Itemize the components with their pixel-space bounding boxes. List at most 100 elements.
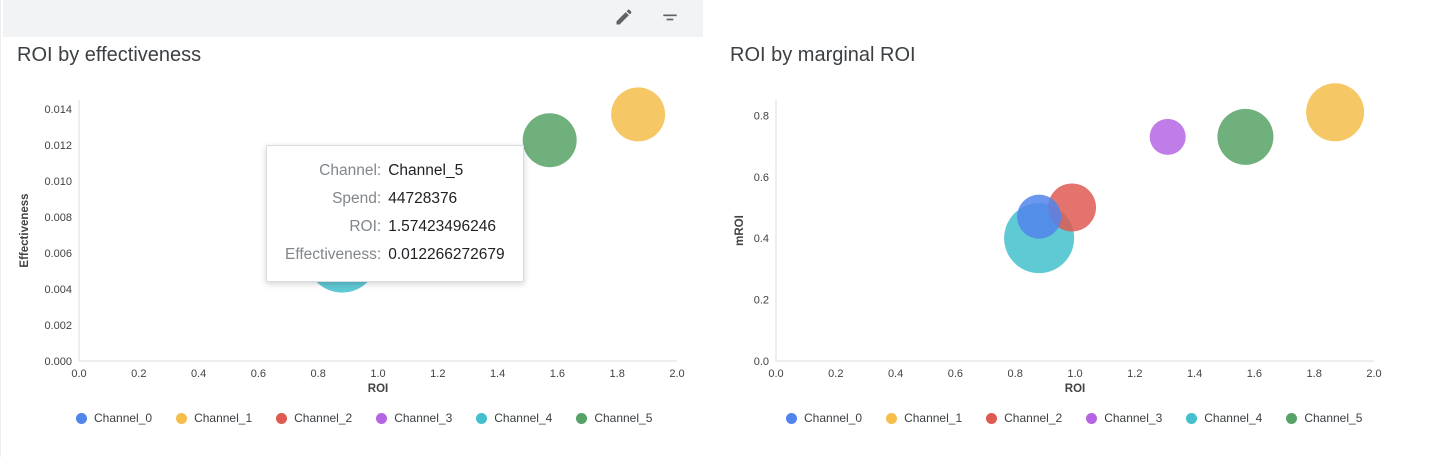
y-tick-label: 0.000 — [44, 356, 72, 368]
tooltip-value: 44728376 — [388, 190, 458, 207]
x-tick-label: 1.2 — [430, 368, 445, 380]
y-tick-label: 0.4 — [754, 233, 769, 245]
x-tick-label: 0.4 — [191, 368, 206, 380]
legend-item-Channel_2: Channel_2 — [986, 411, 1062, 425]
tooltip-value: 1.57423496246 — [388, 218, 496, 235]
legend-dot-icon — [276, 412, 288, 424]
x-tick-label: 1.2 — [1127, 368, 1142, 380]
bubble-Channel_1[interactable] — [1306, 83, 1365, 142]
y-tick-label: 0.6 — [754, 172, 769, 184]
y-tick-label: 0.0 — [754, 356, 769, 368]
legend-item-Channel_4: Channel_4 — [476, 411, 552, 425]
legend-marginal-roi: Channel_0 Channel_1 Channel_2 Channel_3 Chan… — [786, 411, 1362, 425]
legend-item-Channel_1: Channel_1 — [886, 411, 962, 425]
legend-item-Channel_5: Channel_5 — [576, 411, 652, 425]
legend-label: Channel_1 — [904, 411, 963, 425]
legend-label: Channel_2 — [294, 411, 353, 425]
pencil-icon — [614, 7, 634, 30]
tooltip-label: Effectiveness: — [285, 246, 382, 263]
x-tick-label: 1.0 — [1067, 368, 1082, 380]
x-tick-label: 0.4 — [888, 368, 903, 380]
bubble-Channel_1[interactable] — [611, 87, 666, 142]
bubble-Channel_3[interactable] — [1149, 118, 1186, 155]
chart-title-marginal-roi: ROI by marginal ROI — [730, 44, 916, 66]
legend-dot-icon — [886, 412, 898, 424]
legend-dot-icon — [576, 412, 588, 424]
chart-title-effectiveness: ROI by effectiveness — [17, 44, 202, 66]
y-axis-title: mROI — [734, 215, 746, 246]
x-tick-label: 1.8 — [1307, 368, 1322, 380]
filter-button[interactable] — [655, 4, 685, 34]
legend-label: Channel_1 — [194, 411, 253, 425]
legend-label: Channel_5 — [594, 411, 653, 425]
y-tick-label: 0.010 — [44, 176, 72, 188]
legend-item-Channel_3: Channel_3 — [376, 411, 452, 425]
chart-toolbar — [3, 0, 703, 37]
legend-dot-icon — [986, 412, 998, 424]
legend-dot-icon — [376, 412, 388, 424]
y-tick-label: 0.012 — [44, 140, 72, 152]
y-tick-label: 0.2 — [754, 295, 769, 307]
legend-item-Channel_2: Channel_2 — [276, 411, 352, 425]
x-tick-label: 1.4 — [490, 368, 505, 380]
x-tick-label: 0.0 — [768, 368, 783, 380]
legend-label: Channel_3 — [394, 411, 453, 425]
marginal-roi-scatter-plot[interactable]: 0.0 0.2 0.4 0.6 0.8 1.0 1.2 1.4 1.6 1.8 2.0 0.0 0.2 0… — [713, 80, 1433, 410]
x-tick-label: 2.0 — [669, 368, 684, 380]
y-tick-label: 0.006 — [44, 248, 72, 260]
legend-label: Channel_5 — [1304, 411, 1363, 425]
bubble-Channel_0[interactable] — [1017, 194, 1062, 239]
tooltip-value: Channel_5 — [388, 162, 464, 179]
legend-label: Channel_0 — [94, 411, 153, 425]
legend-label: Channel_2 — [1004, 411, 1063, 425]
legend-label: Channel_4 — [1204, 411, 1263, 425]
filter-list-icon — [660, 7, 680, 30]
x-tick-label: 0.2 — [131, 368, 146, 380]
tooltip-label: ROI: — [349, 218, 382, 235]
x-tick-label: 1.0 — [370, 368, 385, 380]
legend-label: Channel_0 — [804, 411, 863, 425]
edit-button[interactable] — [609, 4, 639, 34]
legend-effectiveness: Channel_0 Channel_1 Channel_2 Channel_3 Chan… — [76, 411, 652, 425]
y-tick-label: 0.008 — [44, 212, 72, 224]
bubble-Channel_5[interactable] — [1217, 108, 1274, 165]
y-tick-label: 0.002 — [44, 320, 72, 332]
x-tick-label: 0.8 — [311, 368, 326, 380]
x-tick-label: 0.6 — [251, 368, 266, 380]
y-tick-label: 0.014 — [44, 104, 72, 116]
legend-label: Channel_4 — [494, 411, 553, 425]
tooltip-label: Channel: — [319, 162, 382, 179]
legend-item-Channel_0: Channel_0 — [76, 411, 152, 425]
x-tick-label: 1.8 — [610, 368, 625, 380]
legend-dot-icon — [1086, 412, 1098, 424]
legend-dot-icon — [176, 412, 188, 424]
x-tick-label: 1.6 — [550, 368, 565, 380]
legend-dot-icon — [1186, 412, 1198, 424]
tooltip-label: Spend: — [332, 190, 382, 207]
bubble-Channel_5[interactable] — [522, 113, 577, 168]
legend-item-Channel_3: Channel_3 — [1086, 411, 1162, 425]
tooltip-value: 0.012266272679 — [388, 246, 505, 263]
legend-dot-icon — [76, 412, 87, 424]
x-tick-label: 0.2 — [828, 368, 843, 380]
x-axis-title: ROI — [1065, 383, 1085, 395]
x-tick-label: 1.6 — [1247, 368, 1262, 380]
y-tick-label: 0.8 — [754, 110, 769, 122]
x-tick-label: 0.0 — [71, 368, 86, 380]
legend-dot-icon — [786, 412, 797, 424]
legend-item-Channel_0: Channel_0 — [786, 411, 862, 425]
legend-label: Channel_3 — [1104, 411, 1163, 425]
x-tick-label: 1.4 — [1187, 368, 1202, 380]
legend-item-Channel_1: Channel_1 — [176, 411, 252, 425]
x-tick-label: 0.6 — [948, 368, 963, 380]
x-tick-label: 2.0 — [1366, 368, 1381, 380]
x-axis-title: ROI — [368, 383, 388, 395]
legend-dot-icon — [1286, 412, 1298, 424]
y-axis-title: Effectiveness — [19, 193, 31, 267]
legend-item-Channel_5: Channel_5 — [1286, 411, 1362, 425]
legend-item-Channel_4: Channel_4 — [1186, 411, 1262, 425]
legend-dot-icon — [476, 412, 488, 424]
x-tick-label: 0.8 — [1008, 368, 1023, 380]
chart-tooltip: Channel: Channel_5 Spend: 44728376 ROI: … — [266, 145, 524, 282]
